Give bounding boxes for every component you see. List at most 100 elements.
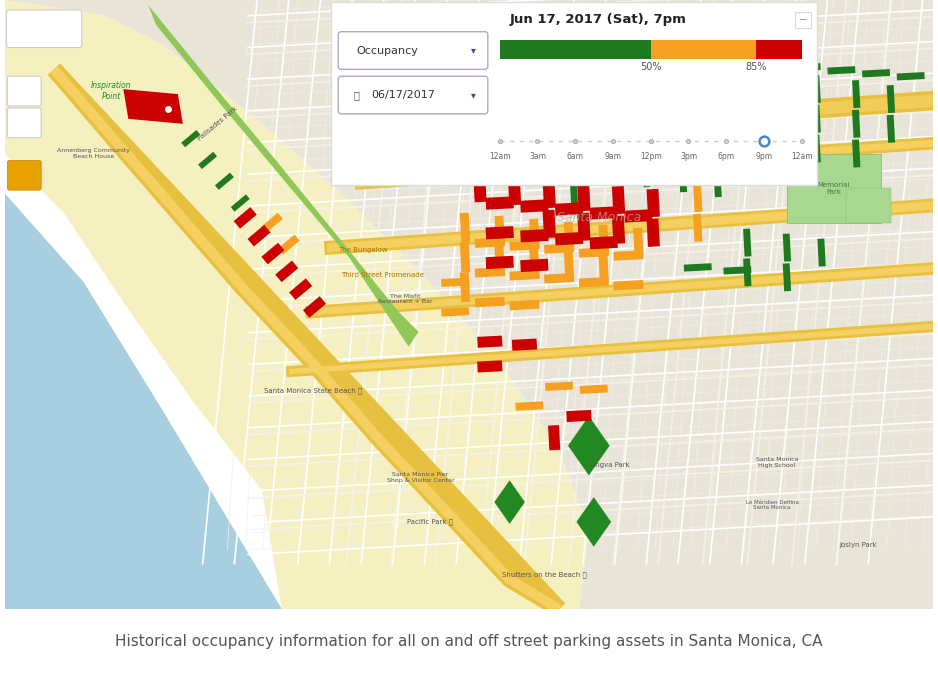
Polygon shape: [589, 206, 618, 219]
Bar: [507, 40, 509, 59]
Bar: [733, 40, 734, 59]
Bar: [622, 40, 623, 59]
Bar: [563, 40, 565, 59]
Bar: [692, 40, 693, 59]
Text: Map: Map: [32, 24, 53, 34]
Bar: [505, 40, 507, 59]
Polygon shape: [886, 85, 895, 113]
Bar: [668, 40, 670, 59]
Polygon shape: [569, 120, 578, 148]
Bar: [760, 40, 761, 59]
Bar: [560, 40, 562, 59]
Bar: [779, 40, 780, 59]
Bar: [758, 40, 759, 59]
Text: −: −: [798, 15, 807, 25]
Bar: [645, 40, 647, 59]
Polygon shape: [416, 60, 445, 69]
Bar: [756, 40, 758, 59]
Bar: [613, 40, 614, 59]
Polygon shape: [624, 209, 653, 223]
Bar: [725, 40, 727, 59]
Bar: [719, 40, 720, 59]
Bar: [512, 40, 513, 59]
Polygon shape: [793, 63, 821, 71]
Polygon shape: [812, 105, 821, 133]
Bar: [708, 40, 710, 59]
Polygon shape: [897, 72, 925, 81]
Polygon shape: [577, 213, 591, 241]
Bar: [787, 40, 788, 59]
Bar: [673, 40, 675, 59]
Polygon shape: [509, 240, 539, 251]
Text: 9pm: 9pm: [755, 152, 773, 161]
Bar: [779, 40, 781, 59]
Bar: [770, 40, 772, 59]
Polygon shape: [743, 258, 751, 287]
Text: Pacific Park ⓘ: Pacific Park ⓘ: [407, 519, 453, 525]
Bar: [508, 40, 510, 59]
Bar: [724, 40, 726, 59]
Bar: [694, 40, 695, 59]
Bar: [628, 40, 630, 59]
Polygon shape: [215, 172, 234, 190]
Polygon shape: [852, 80, 860, 108]
Bar: [681, 40, 683, 59]
Bar: [729, 40, 731, 59]
Text: Santa Monica State Beach ⓘ: Santa Monica State Beach ⓘ: [265, 388, 363, 394]
Bar: [655, 40, 657, 59]
Polygon shape: [509, 299, 539, 310]
Bar: [577, 40, 579, 59]
Bar: [731, 40, 732, 59]
Bar: [506, 40, 507, 59]
Bar: [592, 40, 594, 59]
Bar: [536, 40, 537, 59]
Bar: [575, 40, 577, 59]
Bar: [583, 40, 584, 59]
Bar: [502, 40, 503, 59]
Text: 9am: 9am: [604, 152, 622, 161]
Polygon shape: [474, 174, 487, 203]
Bar: [649, 40, 650, 59]
Bar: [699, 40, 701, 59]
Polygon shape: [564, 221, 574, 252]
Polygon shape: [234, 207, 257, 229]
Bar: [623, 40, 624, 59]
Polygon shape: [589, 236, 618, 249]
Bar: [745, 40, 746, 59]
Bar: [658, 40, 659, 59]
Bar: [682, 40, 684, 59]
Bar: [542, 40, 543, 59]
Bar: [557, 40, 559, 59]
Bar: [704, 40, 705, 59]
Polygon shape: [827, 66, 855, 75]
Bar: [641, 40, 643, 59]
Polygon shape: [723, 58, 751, 67]
Bar: [504, 40, 506, 59]
Polygon shape: [567, 410, 592, 422]
Bar: [687, 40, 688, 59]
Polygon shape: [475, 238, 505, 248]
Bar: [559, 40, 561, 59]
Polygon shape: [684, 263, 712, 272]
Bar: [507, 40, 508, 59]
Polygon shape: [579, 247, 609, 258]
Polygon shape: [579, 277, 609, 287]
Polygon shape: [262, 243, 284, 264]
Bar: [570, 40, 571, 59]
Bar: [614, 40, 616, 59]
Text: The Misfit
Restaurant + Bar: The Misfit Restaurant + Bar: [378, 293, 432, 304]
Bar: [767, 40, 769, 59]
Bar: [728, 40, 730, 59]
Polygon shape: [486, 226, 514, 240]
Bar: [644, 40, 646, 59]
Bar: [684, 40, 686, 59]
Bar: [523, 40, 525, 59]
Polygon shape: [377, 57, 405, 65]
Text: 12am: 12am: [489, 152, 510, 161]
Bar: [567, 40, 568, 59]
Bar: [740, 40, 742, 59]
Text: ▾: ▾: [471, 46, 476, 55]
Bar: [619, 40, 621, 59]
Bar: [590, 40, 592, 59]
Bar: [702, 40, 704, 59]
